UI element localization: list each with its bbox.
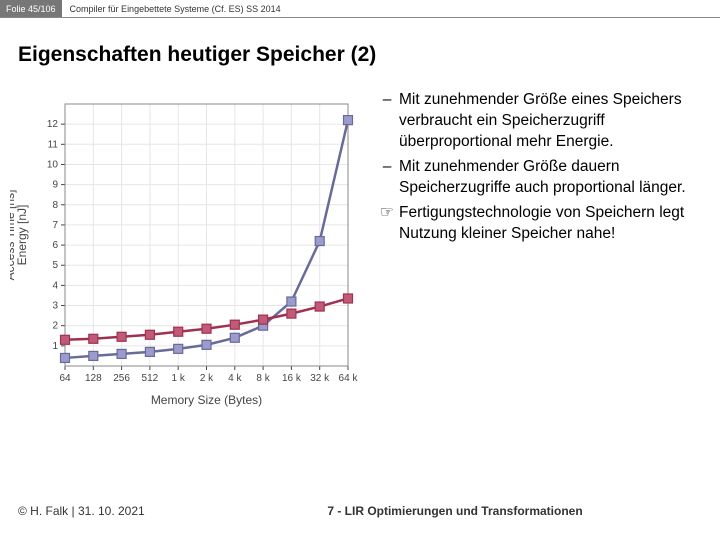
bullet-marker: – <box>375 90 399 153</box>
footer: © H. Falk | 31. 10. 2021 7 - LIR Optimie… <box>18 504 702 518</box>
bullet-text: Fertigungstechnologie von Speichern legt… <box>399 203 700 245</box>
svg-text:8: 8 <box>52 200 58 211</box>
svg-text:6: 6 <box>52 240 58 251</box>
memory-chart: 123456789101112641282565121 k2 k4 k8 k16… <box>10 92 360 412</box>
chart-container: 123456789101112641282565121 k2 k4 k8 k16… <box>10 92 360 412</box>
bullet-item: –Mit zunehmender Größe eines Speichers v… <box>375 90 700 153</box>
svg-text:2 k: 2 k <box>200 373 214 384</box>
footer-copyright: © H. Falk | 31. 10. 2021 <box>18 504 208 518</box>
slide-number: Folie 45/106 <box>0 0 62 17</box>
svg-text:512: 512 <box>142 373 159 384</box>
svg-text:9: 9 <box>52 180 58 191</box>
svg-text:1: 1 <box>52 341 58 352</box>
svg-text:3: 3 <box>52 301 58 312</box>
svg-text:64: 64 <box>59 373 71 384</box>
svg-text:8 k: 8 k <box>256 373 270 384</box>
bullet-text: Mit zunehmender Größe eines Speichers ve… <box>399 90 700 153</box>
page-title: Eigenschaften heutiger Speicher (2) <box>18 43 720 67</box>
svg-text:11: 11 <box>48 139 59 150</box>
content-area: 123456789101112641282565121 k2 k4 k8 k16… <box>0 82 720 412</box>
svg-text:4: 4 <box>52 280 58 291</box>
slide-header: Folie 45/106 Compiler für Eingebettete S… <box>0 0 720 18</box>
svg-text:7: 7 <box>52 220 58 231</box>
bullet-text: Mit zunehmender Größe dauern Speicherzug… <box>399 157 700 199</box>
bullet-marker: ☞ <box>375 203 399 245</box>
course-title: Compiler für Eingebettete Systeme (Cf. E… <box>62 0 289 17</box>
svg-text:12: 12 <box>47 119 59 130</box>
bullet-item: –Mit zunehmender Größe dauern Speicherzu… <box>375 157 700 199</box>
svg-text:32 k: 32 k <box>310 373 330 384</box>
svg-text:4 k: 4 k <box>228 373 242 384</box>
svg-text:2: 2 <box>52 321 58 332</box>
bullet-list: –Mit zunehmender Größe eines Speichers v… <box>360 82 700 412</box>
svg-text:Memory Size (Bytes): Memory Size (Bytes) <box>151 393 262 407</box>
svg-text:Access Time [ns]: Access Time [ns] <box>10 190 17 281</box>
svg-text:128: 128 <box>85 373 102 384</box>
svg-text:5: 5 <box>52 260 58 271</box>
svg-text:16 k: 16 k <box>282 373 302 384</box>
svg-text:Energy [nJ]: Energy [nJ] <box>15 205 29 266</box>
svg-text:10: 10 <box>47 159 59 170</box>
bullet-marker: – <box>375 157 399 199</box>
footer-section: 7 - LIR Optimierungen und Transformation… <box>208 504 702 518</box>
svg-text:256: 256 <box>113 373 130 384</box>
svg-text:1 k: 1 k <box>172 373 186 384</box>
bullet-item: ☞Fertigungstechnologie von Speichern leg… <box>375 203 700 245</box>
svg-text:64 k: 64 k <box>339 373 359 384</box>
